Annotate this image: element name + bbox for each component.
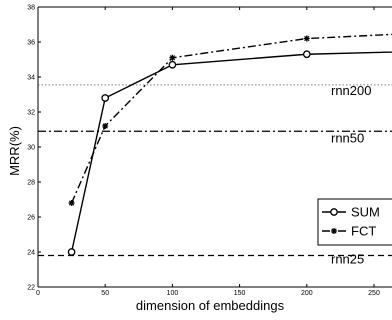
y-tick-label: 22 [27,285,35,292]
series-sum [67,50,392,256]
series-line [70,33,392,204]
data-point [302,50,311,59]
y-axis-label: MRR(%) [7,126,22,176]
y-tick-label: 24 [27,250,35,257]
legend-box [317,198,392,246]
data-point [331,228,337,234]
x-tick-label: 250 [368,290,380,297]
x-tick-label: 50 [101,290,109,297]
data-point [303,35,310,42]
y-tick-label: 36 [27,40,35,47]
y-tick-label: 38 [27,5,35,12]
reference-label: rnn50 [331,130,364,145]
reference-label: rnn200 [331,83,371,98]
legend: SUM FCT [317,198,392,246]
data-series [67,33,392,256]
data-point [68,200,75,206]
x-tick-label: 200 [301,290,313,297]
data-point [101,94,110,102]
data-point [330,208,338,216]
y-tick-label: 26 [27,215,35,222]
x-tick-label: 100 [167,290,179,297]
data-point [67,248,76,256]
data-point [168,60,177,69]
axes: 0 50 100 150 200 250 22 24 26 28 30 32 34 36 38 [27,5,392,297]
x-tick-label: 150 [234,290,246,297]
legend-label: FCT [351,224,376,239]
y-tick-label: 32 [27,110,35,117]
series-fct [68,33,392,206]
reference-label: rnn25 [331,252,364,267]
reference-lines: rnn200 rnn50 rnn25 [38,83,392,267]
legend-label: SUM [351,205,380,220]
x-axis-label: dimension of embeddings [136,298,285,313]
legend-item-fct: FCT [322,224,376,239]
data-point [169,54,176,61]
y-tick-label: 34 [27,75,35,82]
x-tick-label: 0 [36,290,40,297]
data-point [102,123,109,129]
y-tick-label: 30 [27,145,35,152]
y-tick-label: 28 [27,180,35,187]
legend-item-sum: SUM [322,205,380,220]
